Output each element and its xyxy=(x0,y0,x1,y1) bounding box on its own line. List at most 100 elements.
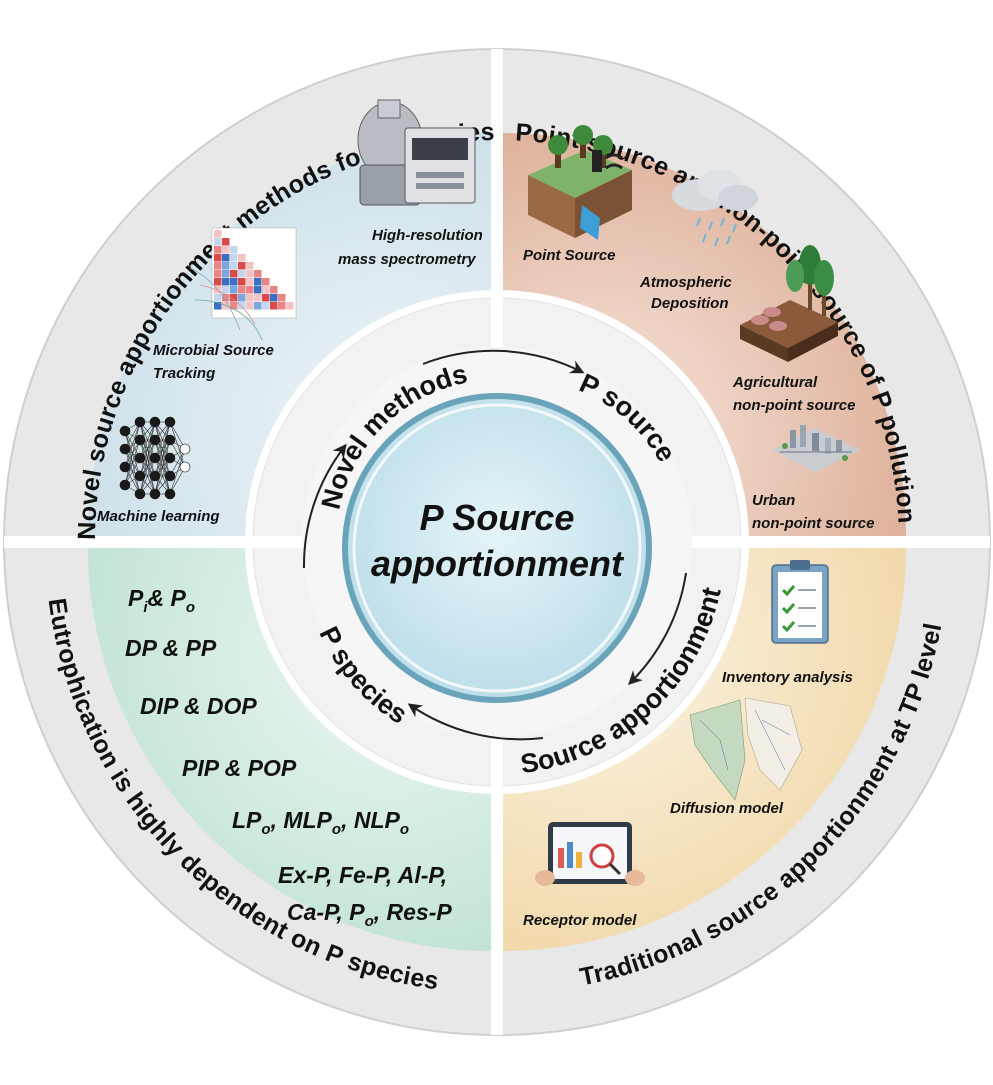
neuron-node xyxy=(149,434,161,446)
neuron-node xyxy=(149,488,161,500)
heatmap-cell xyxy=(246,262,254,270)
neuron-node xyxy=(149,470,161,482)
heatmap-cell xyxy=(230,294,238,302)
heatmap-cell xyxy=(270,302,278,310)
arrow-to-p-species xyxy=(407,703,544,741)
heatmap-cell xyxy=(214,246,222,254)
heatmap-cell xyxy=(246,294,254,302)
cycle-arrows xyxy=(302,349,687,741)
center-title-line2: apportionment xyxy=(371,543,625,584)
heatmap-cell xyxy=(238,302,246,310)
species-ex-fe-al: Ex-P, Fe-P, Al-P, xyxy=(278,862,447,888)
neuron-node xyxy=(134,416,146,428)
heatmap-cell xyxy=(262,294,270,302)
neural-network-icon xyxy=(119,416,191,500)
heatmap-cell xyxy=(246,302,254,310)
neuron-node xyxy=(134,488,146,500)
heatmap-cell xyxy=(230,302,238,310)
species-dip-dop: DIP & DOP xyxy=(140,693,257,719)
clipboard-checklist-icon xyxy=(771,560,829,644)
species-pi-po: Pi& Po xyxy=(128,585,195,616)
neuron-node xyxy=(134,470,146,482)
heatmap-cell xyxy=(246,270,254,278)
heatmap-cell xyxy=(254,302,262,310)
atmos-label-line1: Atmospheric xyxy=(639,274,732,291)
receptor-label: Receptor model xyxy=(523,912,637,929)
heatmap-cell xyxy=(214,230,222,238)
neuron-node xyxy=(119,461,131,473)
heatmap-cell xyxy=(278,302,286,310)
heatmap-cell xyxy=(278,294,286,302)
rain-cloud-icon xyxy=(672,169,758,247)
heatmap-cell xyxy=(222,294,230,302)
urban-image xyxy=(772,425,860,472)
heatmap-cell xyxy=(270,286,278,294)
heatmap-cell xyxy=(254,294,262,302)
heatmap-cell xyxy=(214,238,222,246)
heatmap-cell xyxy=(214,294,222,302)
heatmap-cell xyxy=(230,286,238,294)
neuron-node xyxy=(164,470,176,482)
species-pip-pop: PIP & POP xyxy=(182,755,297,781)
atmos-label-line2: Deposition xyxy=(651,295,729,312)
heatmap-cell xyxy=(246,278,254,286)
heatmap-cell xyxy=(214,270,222,278)
neuron-node xyxy=(164,452,176,464)
diffusion-map-image xyxy=(689,697,803,801)
hrms-label-line1: High-resolution xyxy=(372,227,483,244)
heatmap-cell xyxy=(230,254,238,262)
neuron-node xyxy=(149,452,161,464)
neuron-node xyxy=(119,425,131,437)
species-lpo: LPo, MLPo, NLPo xyxy=(232,807,409,838)
agri-label-line1: Agricultural xyxy=(732,374,818,391)
heatmap-cell xyxy=(222,270,230,278)
heatmap-cell xyxy=(254,286,262,294)
species-ca-po-res: Ca-P, Po, Res-P xyxy=(287,899,452,930)
heatmap-cell xyxy=(254,270,262,278)
heatmap-cell xyxy=(214,254,222,262)
neuron-node xyxy=(179,443,191,455)
heatmap-cell xyxy=(262,302,270,310)
heatmap-cell xyxy=(246,286,254,294)
heatmap-cell xyxy=(286,302,294,310)
heatmap-cell xyxy=(222,286,230,294)
point-source-image xyxy=(528,125,632,240)
heatmap-cell xyxy=(238,294,246,302)
heatmap-cell xyxy=(262,278,270,286)
point-source-label: Point Source xyxy=(523,247,616,264)
arrow-to-source-apportionment xyxy=(628,572,687,685)
heatmap-cell xyxy=(238,286,246,294)
heatmap-cell xyxy=(230,246,238,254)
heatmap-cell xyxy=(222,254,230,262)
arrow-to-novel-methods xyxy=(302,443,347,569)
heatmap-cell xyxy=(238,270,246,278)
heatmap-cell xyxy=(222,238,230,246)
receptor-tablet-image xyxy=(535,822,645,886)
urban-label-line2: non-point source xyxy=(752,515,875,532)
heatmap-cell xyxy=(238,262,246,270)
heatmap-cell xyxy=(222,246,230,254)
arrow-to-p-source xyxy=(422,349,585,374)
center-title-line1: P Source xyxy=(420,497,575,538)
hrms-label-line2: mass spectrometry xyxy=(338,251,476,268)
agriculture-image xyxy=(740,245,838,362)
neuron-node xyxy=(149,416,161,428)
mst-label-line1: Microbial Source xyxy=(153,342,274,359)
agri-label-line2: non-point source xyxy=(733,397,856,414)
ml-label: Machine learning xyxy=(97,508,220,525)
heatmap-cell xyxy=(262,286,270,294)
neuron-node xyxy=(179,461,191,473)
neuron-node xyxy=(164,488,176,500)
heatmap-cell xyxy=(230,262,238,270)
heatmap-cell xyxy=(254,278,262,286)
mst-label-line2: Tracking xyxy=(153,365,215,382)
species-dp-pp: DP & PP xyxy=(125,635,217,661)
heatmap-cell xyxy=(214,262,222,270)
heatmap-cell xyxy=(238,278,246,286)
neuron-node xyxy=(134,434,146,446)
heatmap-cell xyxy=(270,294,278,302)
inventory-label: Inventory analysis xyxy=(722,669,853,686)
neuron-node xyxy=(134,452,146,464)
heatmap-cell xyxy=(214,302,222,310)
